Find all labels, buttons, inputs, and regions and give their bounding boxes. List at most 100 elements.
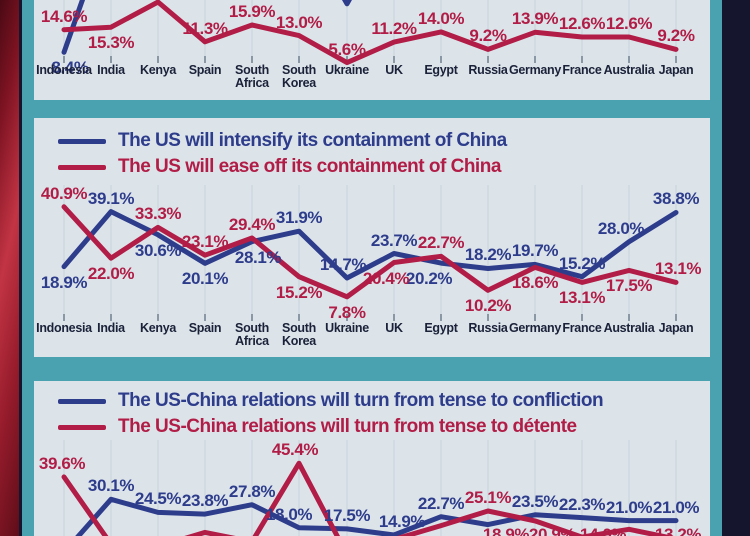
- country-label: Kenya: [139, 63, 177, 77]
- value-label: 23.8%: [181, 491, 229, 510]
- country-label: Egypt: [424, 321, 458, 335]
- country-label: Russia: [468, 63, 508, 77]
- country-label: Japan: [658, 63, 694, 77]
- value-label: 20.9%: [528, 525, 576, 536]
- value-label: 5.6%: [328, 40, 366, 59]
- value-label: 20.4%: [362, 269, 410, 288]
- legend-label: The US-China relations will turn from te…: [118, 416, 577, 437]
- value-label: 8.4%: [51, 58, 89, 77]
- value-label: 29.4%: [228, 215, 276, 234]
- value-label: 10.2%: [464, 296, 512, 315]
- value-label: 18.2%: [464, 245, 512, 264]
- value-label: 22.0%: [87, 264, 135, 283]
- value-label: 13.2%: [654, 525, 702, 536]
- value-label: 40.9%: [40, 184, 88, 203]
- country-label: Ukraine: [325, 63, 369, 77]
- country-label: South Africa: [235, 63, 269, 90]
- value-label: 11.3%: [182, 19, 228, 38]
- country-label: India: [97, 63, 125, 77]
- country-label: UK: [385, 63, 403, 77]
- country-label: India: [97, 321, 125, 335]
- value-label: 14.9%: [378, 512, 426, 531]
- value-label: 23.1%: [181, 232, 229, 251]
- value-label: 22.3%: [558, 495, 606, 514]
- value-label: 12.6%: [558, 14, 606, 33]
- value-label: 28.0%: [597, 219, 645, 238]
- legend-label: The US will ease off its containment of …: [118, 156, 501, 177]
- country-label: Japan: [658, 321, 694, 335]
- value-label: 25.1%: [464, 488, 512, 507]
- value-label: 17.5%: [605, 276, 653, 295]
- legend-label: The US will intensify its containment of…: [118, 130, 507, 151]
- value-label: 13.1%: [654, 259, 702, 278]
- value-label: 22.7%: [417, 233, 465, 252]
- value-label: 7.8%: [328, 303, 366, 322]
- value-label: 15.2%: [275, 283, 323, 302]
- value-label: 28.1%: [234, 248, 282, 267]
- country-label: France: [562, 63, 602, 77]
- value-label: 14.6%: [40, 7, 88, 26]
- value-label: 14.0%: [579, 525, 627, 536]
- legend-swatch-red: [58, 425, 106, 430]
- value-label: 20.2%: [405, 269, 453, 288]
- value-label: 23.7%: [370, 231, 418, 250]
- value-label: 18.0%: [265, 505, 313, 524]
- country-label: Germany: [508, 321, 562, 335]
- value-label: 13.9%: [511, 9, 559, 28]
- value-label: 27.8%: [228, 482, 276, 501]
- country-label: Spain: [188, 63, 222, 77]
- country-label: Australia: [603, 321, 655, 335]
- country-label: Egypt: [424, 63, 458, 77]
- value-label: 9.2%: [469, 26, 507, 45]
- country-label: Germany: [508, 63, 562, 77]
- value-label: 30.6%: [134, 241, 182, 260]
- country-label: UK: [385, 321, 403, 335]
- value-label: 31.9%: [275, 208, 323, 227]
- value-label: 21.0%: [652, 498, 700, 517]
- country-label: South Korea: [282, 321, 316, 348]
- value-label: 22.7%: [417, 494, 465, 513]
- value-label: 14.0%: [417, 9, 465, 28]
- country-label: Australia: [603, 63, 655, 77]
- country-label: Spain: [188, 321, 222, 335]
- value-label: 18.9%: [40, 273, 88, 292]
- value-label: 38.8%: [652, 189, 700, 208]
- country-label: Russia: [468, 321, 508, 335]
- value-label: 13.0%: [275, 13, 323, 32]
- country-label: France: [562, 321, 602, 335]
- value-label: 33.3%: [134, 204, 182, 223]
- value-label: 12.6%: [605, 14, 653, 33]
- value-label: 11.2%: [371, 19, 417, 38]
- value-label: 21.0%: [605, 498, 653, 517]
- value-label: 45.4%: [271, 440, 319, 459]
- country-label: Kenya: [139, 321, 177, 335]
- value-label: 20.1%: [181, 269, 229, 288]
- value-label: 39.1%: [87, 189, 135, 208]
- value-label: 15.2%: [558, 254, 606, 273]
- legend-swatch-blue: [58, 139, 106, 144]
- country-label: Indonesia: [36, 321, 92, 335]
- legend-swatch-blue: [58, 399, 106, 404]
- value-label: 24.5%: [134, 489, 182, 508]
- legend-swatch-red: [58, 165, 106, 170]
- value-label: 18.9%: [482, 525, 530, 536]
- value-label: 9.2%: [657, 26, 695, 45]
- value-label: 15.9%: [228, 2, 276, 21]
- legend-label: The US-China relations will turn from te…: [118, 390, 604, 411]
- value-label: 15.3%: [87, 33, 135, 52]
- country-label: Indonesia: [36, 63, 92, 77]
- value-label: 39.6%: [38, 454, 86, 473]
- value-label: 19.7%: [511, 241, 559, 260]
- country-label: South Korea: [282, 63, 316, 90]
- value-label: 18.6%: [511, 273, 559, 292]
- value-label: 23.5%: [511, 492, 559, 511]
- red-curtain-stripe: [0, 0, 19, 536]
- value-label: 30.1%: [87, 476, 135, 495]
- country-label: Ukraine: [325, 321, 369, 335]
- value-label: 14.7%: [319, 255, 367, 274]
- country-label: South Africa: [235, 321, 269, 348]
- value-label: 13.1%: [558, 288, 606, 307]
- value-label: 17.5%: [323, 506, 371, 525]
